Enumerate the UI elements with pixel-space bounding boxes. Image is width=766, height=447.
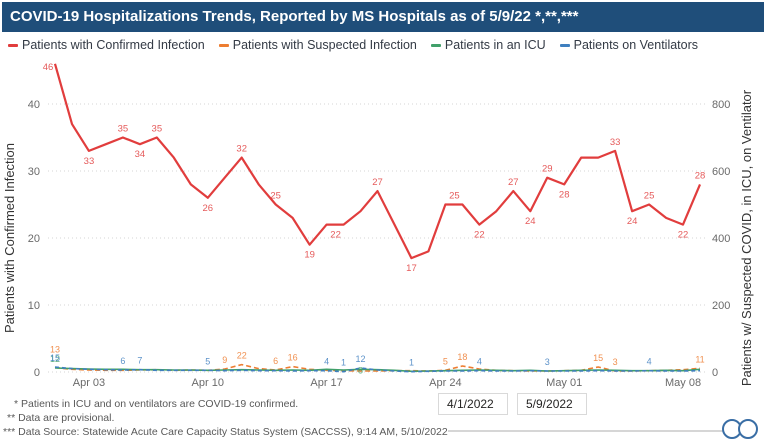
data-label: 22: [237, 351, 247, 361]
data-label: 3: [613, 357, 618, 367]
legend-item-patients-in-an-icu[interactable]: Patients in an ICU: [430, 38, 546, 52]
data-label: 15: [50, 353, 60, 363]
x-axis-tick: Apr 24: [429, 377, 461, 389]
left-axis-tick: 30: [28, 166, 40, 178]
legend-item-patients-with-suspected-infection[interactable]: Patients with Suspected Infection: [218, 38, 417, 52]
right-axis-tick: 800: [712, 99, 730, 111]
legend: Patients with Confirmed Infection Patient…: [8, 37, 698, 53]
data-label: 32: [236, 144, 247, 155]
legend-label: Patients in an ICU: [444, 38, 546, 52]
date-range-slider-track[interactable]: [448, 430, 740, 432]
left-axis-tick: 40: [28, 99, 40, 111]
legend-marker-icon: [8, 43, 18, 47]
data-label: 24: [627, 216, 638, 227]
data-label: 1: [341, 358, 346, 368]
data-label: 6: [273, 356, 278, 366]
x-axis-tick: May 08: [665, 377, 701, 389]
data-label: 27: [508, 177, 519, 188]
series-line-patients-with-confirmed-infection: [53, 63, 702, 260]
data-label: 19: [304, 250, 315, 261]
page-title: COVID-19 Hospitalizations Trends, Report…: [2, 2, 764, 32]
legend-marker-icon: [218, 43, 229, 47]
left-axis-tick: 10: [28, 300, 40, 312]
data-label: 22: [474, 230, 485, 241]
data-label: 28: [695, 170, 706, 181]
data-label: 35: [152, 124, 163, 135]
legend-label: Patients with Confirmed Infection: [22, 38, 205, 52]
data-label: 33: [84, 156, 95, 167]
left-axis-tick: 0: [34, 367, 40, 379]
data-label: 26: [202, 203, 213, 214]
data-label: 18: [457, 352, 467, 362]
data-label: 6: [120, 356, 125, 366]
data-label: 25: [644, 191, 655, 202]
legend-marker-icon: [430, 43, 441, 47]
footnote-provisional: ** Data are provisional.: [7, 412, 115, 424]
legend-item-patients-on-ventilators[interactable]: Patients on Ventilators: [559, 38, 699, 52]
data-label: 12: [50, 354, 60, 364]
data-label: 5: [205, 356, 210, 366]
data-label: 34: [135, 149, 146, 160]
data-label: 17: [406, 263, 417, 274]
data-label: 4: [324, 357, 329, 367]
x-axis-tick: Apr 10: [192, 377, 224, 389]
x-axis-tick: Apr 03: [73, 377, 105, 389]
right-axis-tick: 0: [712, 367, 718, 379]
date-range-end-input[interactable]: [517, 393, 587, 415]
data-label: 15: [593, 353, 603, 363]
data-label: 11: [695, 354, 704, 364]
data-label: 1: [409, 358, 414, 368]
data-label: 12: [356, 354, 366, 364]
data-label: 4: [477, 357, 482, 367]
trend-line-chart: 0 0 10 200 20 400 30 600 40 800 Apr 03 Apr 10 Apr 17…: [2, 62, 754, 389]
data-label: 25: [449, 191, 460, 202]
legend-label: Patients on Ventilators: [573, 38, 699, 52]
data-label: 28: [559, 189, 570, 200]
data-label: 4: [647, 357, 652, 367]
data-label: 8: [358, 365, 363, 375]
data-label: 33: [610, 137, 621, 148]
data-label: 27: [372, 177, 383, 188]
x-axis-tick: Apr 17: [310, 377, 342, 389]
data-label: 22: [330, 230, 341, 241]
legend-item-patients-with-confirmed-infection[interactable]: Patients with Confirmed Infection: [8, 38, 205, 52]
left-axis-tick: 20: [28, 233, 40, 245]
footnote-data-source: *** Data Source: Statewide Acute Care Ca…: [3, 426, 448, 438]
right-axis-tick: 600: [712, 166, 730, 178]
data-label: 46: [43, 62, 54, 73]
data-label: 7: [137, 356, 142, 366]
data-label: 25: [270, 191, 281, 202]
data-label: 5: [443, 356, 448, 366]
data-label: 35: [118, 124, 129, 135]
right-axis-tick: 400: [712, 233, 730, 245]
data-label: 3: [545, 357, 550, 367]
right-axis-tick: 200: [712, 300, 730, 312]
data-label: 13: [50, 345, 60, 355]
data-label: 29: [542, 164, 553, 175]
right-axis-title: Patients w/ Suspected COVID, in ICU, on …: [739, 89, 754, 386]
series-line-patients-on-ventilators: [54, 366, 701, 373]
date-range-start-input[interactable]: [438, 393, 508, 415]
legend-marker-icon: [559, 43, 570, 47]
date-range-slider-handle-end[interactable]: [738, 419, 758, 439]
footnote-icu-vent: * Patients in ICU and on ventilators are…: [14, 398, 299, 410]
left-axis-title: Patients with Confirmed Infection: [2, 143, 17, 333]
legend-label: Patients with Suspected Infection: [232, 38, 417, 52]
data-label: 16: [288, 353, 298, 363]
x-axis-tick: May 01: [546, 377, 582, 389]
data-label: 24: [525, 216, 536, 227]
data-label: 22: [678, 230, 689, 241]
data-label: 9: [222, 355, 227, 365]
